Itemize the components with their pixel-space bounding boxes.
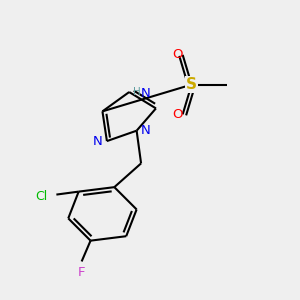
Text: O: O (172, 108, 183, 121)
Text: F: F (78, 266, 85, 279)
Text: H: H (133, 87, 140, 97)
Text: N: N (141, 87, 150, 100)
Text: N: N (141, 124, 151, 137)
Text: S: S (186, 77, 197, 92)
Text: N: N (93, 135, 102, 148)
Text: Cl: Cl (35, 190, 47, 202)
Text: O: O (172, 48, 183, 62)
